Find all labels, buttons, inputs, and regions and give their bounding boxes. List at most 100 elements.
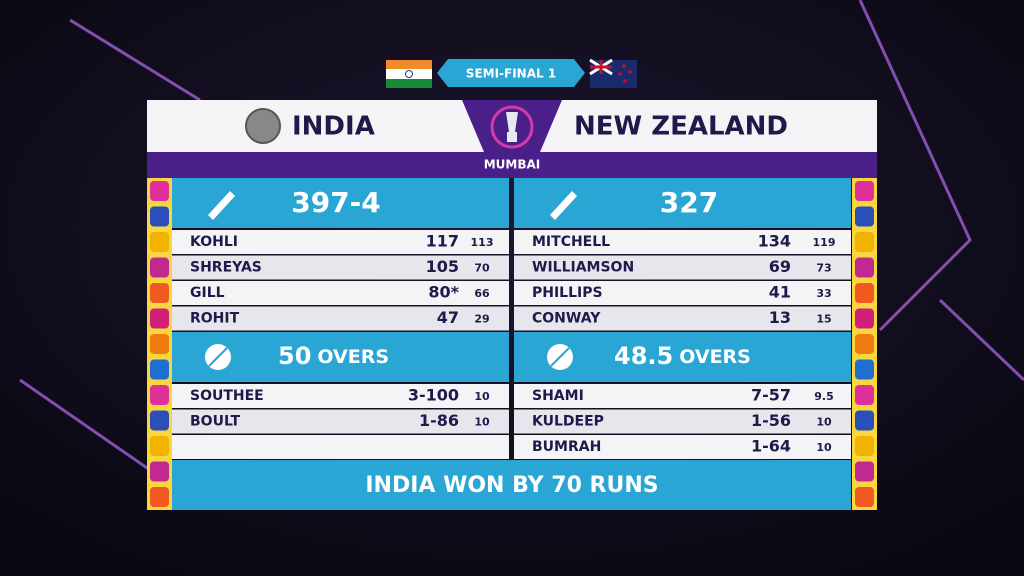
card-body: 397-4 KOHLI 117 113 SHREYAS 105 70 GILL 80* 66 ROH… (147, 178, 877, 510)
india-flag (386, 60, 432, 88)
bowler-overs: 10 (474, 390, 490, 403)
stage: SEMI-FINAL 1 (466, 67, 556, 81)
batter-runs: 134 (758, 232, 791, 251)
overs-count: 48.5 (614, 342, 673, 370)
side-pattern (855, 232, 874, 252)
trophy (506, 112, 518, 142)
bowler-name: SHAMI (532, 388, 584, 404)
bowling-row (172, 384, 509, 408)
team-badge (245, 108, 281, 144)
side-pattern (855, 257, 874, 278)
ball-seam (550, 347, 570, 367)
bowling-row (514, 409, 851, 434)
batter-balls: 113 (471, 236, 494, 249)
bowling-row (514, 435, 851, 459)
side-pattern (150, 232, 169, 252)
batter-name: SHREYAS (190, 260, 262, 276)
batter-name: PHILLIPS (532, 285, 603, 301)
nz-flag (589, 58, 637, 88)
bowler-overs: 9.5 (814, 390, 834, 403)
side-pattern (150, 283, 169, 303)
side-pattern (150, 385, 169, 405)
side-pattern (855, 461, 874, 482)
bowler-figures: 1-56 (751, 411, 791, 430)
score: 327 (660, 186, 718, 219)
result: INDIA WON BY 70 RUNS (365, 473, 658, 498)
batter-balls: 33 (816, 287, 831, 300)
side-pattern (855, 181, 874, 201)
bowler-figures: 1-64 (751, 437, 791, 456)
bowler-name: BUMRAH (532, 439, 601, 455)
side-pattern (855, 410, 874, 431)
bowler-figures: 1-86 (419, 411, 459, 430)
batter-name: WILLIAMSON (532, 260, 634, 276)
bowler-overs: 10 (816, 441, 832, 454)
bat-icon (550, 191, 577, 220)
batter-runs: 47 (437, 308, 459, 327)
side-pattern (855, 334, 874, 354)
batter-name: MITCHELL (532, 234, 610, 250)
side-pattern (855, 206, 874, 227)
bowler-figures: 7-57 (751, 386, 791, 405)
side-pattern (855, 436, 874, 456)
overs-label: OVERS (317, 346, 389, 368)
batting-row (172, 230, 509, 254)
team-name: NEW ZEALAND (574, 112, 788, 142)
bowler-overs: 10 (474, 416, 490, 429)
batter-balls: 70 (474, 262, 490, 275)
batter-name: CONWAY (532, 311, 601, 327)
batter-balls: 66 (474, 287, 490, 300)
batting-row (514, 230, 851, 254)
batter-balls: 15 (816, 313, 831, 326)
ball-seam (208, 347, 228, 367)
side-pattern (150, 181, 169, 201)
side-pattern (150, 206, 169, 227)
bowling-row (172, 409, 509, 434)
overs: 48.5 OVERS (614, 342, 751, 370)
result-bar (172, 460, 851, 510)
batter-runs: 117 (426, 232, 459, 251)
bowler-overs: 10 (816, 416, 832, 429)
score: 397-4 (291, 186, 381, 219)
side-pattern (855, 385, 874, 405)
bat-icon (208, 191, 235, 220)
bowler-figures: 3-100 (408, 386, 459, 405)
side-pattern (150, 257, 169, 278)
batter-runs: 105 (426, 257, 459, 276)
venue-bar (147, 152, 877, 178)
overs-count: 50 (278, 342, 311, 370)
side-pattern (855, 308, 874, 329)
trophy-ring (490, 105, 534, 149)
batter-name: GILL (190, 285, 225, 301)
batter-balls: 29 (474, 313, 489, 326)
batter-runs: 80* (428, 283, 459, 302)
side-pattern (150, 334, 169, 354)
batting-row (514, 281, 851, 305)
batting-row (172, 306, 509, 331)
batter-runs: 13 (769, 308, 791, 327)
side-pattern (150, 308, 169, 329)
bowler-name: SOUTHEE (190, 388, 264, 404)
side-pattern (855, 283, 874, 303)
batting-row (514, 255, 851, 280)
batter-runs: 41 (769, 283, 791, 302)
batter-name: KOHLI (190, 234, 238, 250)
bowling-row (172, 435, 509, 459)
bowler-name: KULDEEP (532, 414, 604, 430)
side-pattern (855, 487, 874, 507)
batter-name: ROHIT (190, 311, 240, 327)
batter-balls: 119 (813, 236, 836, 249)
team-name: INDIA (292, 112, 375, 142)
side-pattern (150, 410, 169, 431)
side-pattern (855, 359, 874, 380)
side-pattern (150, 487, 169, 507)
side-pattern (150, 359, 169, 380)
venue: MUMBAI (484, 158, 541, 172)
batter-balls: 73 (816, 262, 831, 275)
overs-label: OVERS (679, 346, 751, 368)
batter-runs: 69 (769, 257, 791, 276)
batting-row (172, 281, 509, 305)
overs: 50 OVERS (278, 342, 389, 370)
